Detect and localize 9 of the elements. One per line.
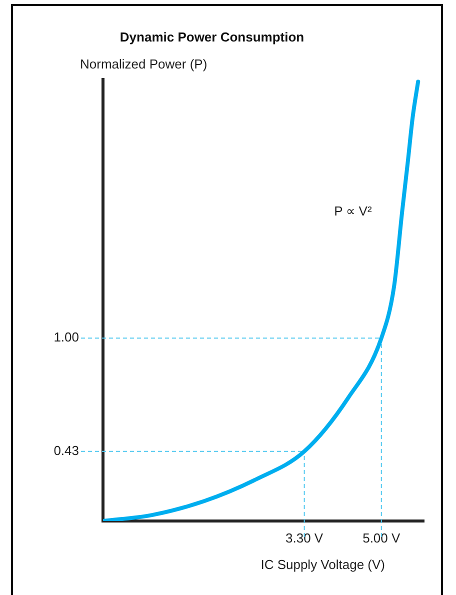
- x-tick-label: 3.30 V: [286, 530, 324, 546]
- x-axis-title: IC Supply Voltage (V): [260, 557, 385, 572]
- y-tick-label: 0.43: [54, 442, 79, 458]
- x-tick-label: 5.00 V: [362, 530, 400, 546]
- annotation: P ∝ V²: [334, 204, 372, 219]
- y-axis-title: Normalized Power (P): [80, 56, 208, 72]
- y-tick-label: 1.00: [54, 330, 79, 345]
- line-series: [103, 80, 420, 521]
- chart-title: Dynamic Power Consumption: [120, 29, 304, 44]
